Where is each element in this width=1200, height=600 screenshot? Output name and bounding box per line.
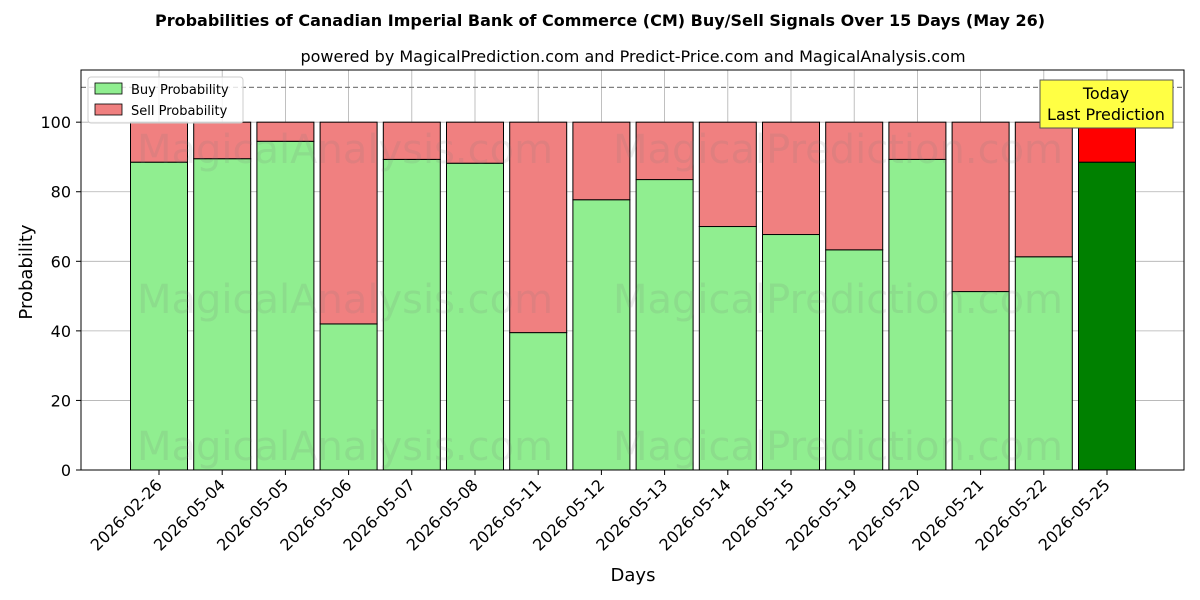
bar-buy	[762, 234, 820, 471]
watermark-text: MagicalAnalysis.com	[137, 127, 553, 173]
y-tick-label: 60	[51, 252, 71, 271]
bar-buy	[382, 158, 441, 471]
bar-buy	[888, 158, 947, 471]
bar-sell	[825, 121, 884, 251]
today-annotation-line2: Last Prediction	[1047, 105, 1165, 124]
bar-sell	[509, 121, 568, 334]
bar-sell	[319, 121, 378, 325]
bar-sell	[256, 121, 315, 142]
today-annotation: Today Last Prediction	[1039, 79, 1174, 129]
watermark-text: MagicalAnalysis.com	[137, 424, 553, 470]
legend-swatch-buy	[94, 82, 123, 95]
watermarks: MagicalAnalysis.com MagicalPrediction.com…	[137, 127, 1063, 470]
chart-subtitle: powered by MagicalPrediction.com and Pre…	[300, 47, 965, 66]
chart-title: Probabilities of Canadian Imperial Bank …	[155, 11, 1045, 30]
bar-sell	[888, 121, 947, 160]
y-tick-label: 0	[61, 461, 71, 480]
bar-buy	[1078, 161, 1136, 471]
legend-swatch-sell	[94, 103, 123, 116]
legend: Buy Probability Sell Probability	[87, 76, 244, 124]
legend-label-sell: Sell Probability	[131, 104, 228, 119]
bar-sell	[698, 121, 757, 228]
bars	[130, 121, 1136, 471]
x-axis-label: Days	[611, 565, 656, 586]
watermark-text: MagicalPrediction.com	[613, 127, 1063, 173]
legend-label-buy: Buy Probability	[131, 83, 229, 98]
bar-sell	[635, 121, 694, 181]
bar-sell	[572, 121, 631, 201]
bar-buy	[825, 249, 884, 471]
bar-sell	[1014, 121, 1073, 258]
y-tick-label: 100	[40, 113, 71, 132]
watermark-text: MagicalAnalysis.com	[137, 277, 553, 323]
bar-sell	[762, 121, 820, 236]
bar-sell	[446, 121, 504, 164]
y-tick-label: 20	[51, 391, 71, 410]
bar-buy	[572, 199, 631, 471]
plot-frame	[80, 69, 1185, 471]
y-axis-label: Probability	[16, 224, 37, 319]
legend-frame	[87, 76, 244, 124]
bar-sell	[382, 121, 441, 160]
bar-buy	[256, 140, 315, 471]
bar-sell	[1078, 121, 1136, 163]
y-tick-label: 80	[51, 183, 71, 202]
today-annotation-line1: Today	[1082, 84, 1129, 103]
today-annotation-box	[1039, 79, 1174, 129]
bar-sell	[951, 121, 1010, 293]
bar-buy	[193, 158, 252, 471]
watermark-text: MagicalPrediction.com	[613, 424, 1063, 470]
watermark-text: MagicalPrediction.com	[613, 277, 1063, 323]
bar-buy	[951, 291, 1010, 471]
bar-buy	[635, 179, 694, 471]
y-tick-label: 40	[51, 322, 71, 341]
